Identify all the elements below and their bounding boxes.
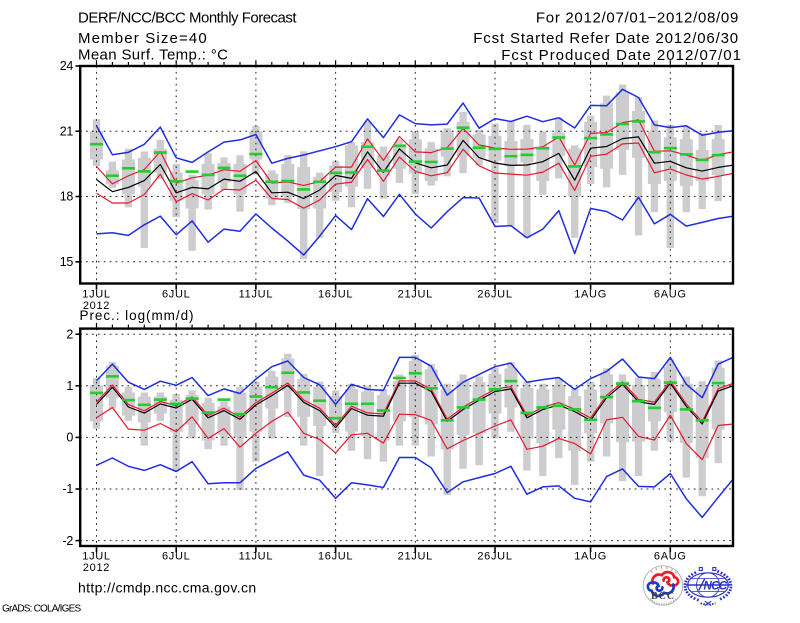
svg-text:NCC: NCC <box>703 580 727 592</box>
svg-text:DERF/NCC/BCC Monthly Forecast: DERF/NCC/BCC Monthly Forecast <box>78 10 297 27</box>
svg-text:http://cmdp.ncc.cma.gov.cn: http://cmdp.ncc.cma.gov.cn <box>78 580 256 596</box>
svg-text:26JUL: 26JUL <box>477 289 512 301</box>
svg-text:1: 1 <box>66 379 73 393</box>
svg-text:21JUL: 21JUL <box>398 289 433 301</box>
svg-text:Fcst Produced Date 2012/07/01: Fcst Produced Date 2012/07/01 <box>501 47 742 64</box>
svg-text:6AUG: 6AUG <box>654 551 687 563</box>
svg-text:0: 0 <box>66 431 73 445</box>
svg-text:21JUL: 21JUL <box>398 551 433 563</box>
svg-text:For 2012/07/01−2012/08/09: For 2012/07/01−2012/08/09 <box>536 10 739 27</box>
svg-text:6JUL: 6JUL <box>162 551 190 563</box>
svg-text:16JUL: 16JUL <box>318 289 353 301</box>
svg-text:Member Size=40: Member Size=40 <box>78 30 208 47</box>
svg-text:15: 15 <box>60 255 74 269</box>
svg-text:GrADS: COLA/IGES: GrADS: COLA/IGES <box>2 604 81 615</box>
svg-text:1JUL: 1JUL <box>82 289 110 301</box>
svg-text:26JUL: 26JUL <box>477 551 512 563</box>
svg-text:11JUL: 11JUL <box>239 551 273 563</box>
svg-text:6AUG: 6AUG <box>654 289 687 301</box>
svg-text:6JUL: 6JUL <box>162 289 190 301</box>
svg-text:1AUG: 1AUG <box>574 289 607 301</box>
svg-text:-2: -2 <box>62 534 73 548</box>
svg-text:1AUG: 1AUG <box>574 551 607 563</box>
svg-text:2: 2 <box>66 327 73 341</box>
svg-text:BCC: BCC <box>651 591 675 602</box>
svg-text:18: 18 <box>60 190 74 204</box>
svg-text:2012: 2012 <box>83 562 110 574</box>
svg-text:16JUL: 16JUL <box>318 551 353 563</box>
svg-text:Mean Surf. Temp.: °C: Mean Surf. Temp.: °C <box>78 47 228 64</box>
svg-text:-1: -1 <box>62 482 73 496</box>
svg-text:11JUL: 11JUL <box>239 289 273 301</box>
svg-text:21: 21 <box>60 124 74 138</box>
svg-text:Fcst Started Refer Date 2012/0: Fcst Started Refer Date 2012/06/30 <box>473 30 739 47</box>
svg-text:1JUL: 1JUL <box>82 551 110 563</box>
svg-text:24: 24 <box>60 59 74 73</box>
svg-text:Prec.: log(mm/d): Prec.: log(mm/d) <box>80 308 195 323</box>
